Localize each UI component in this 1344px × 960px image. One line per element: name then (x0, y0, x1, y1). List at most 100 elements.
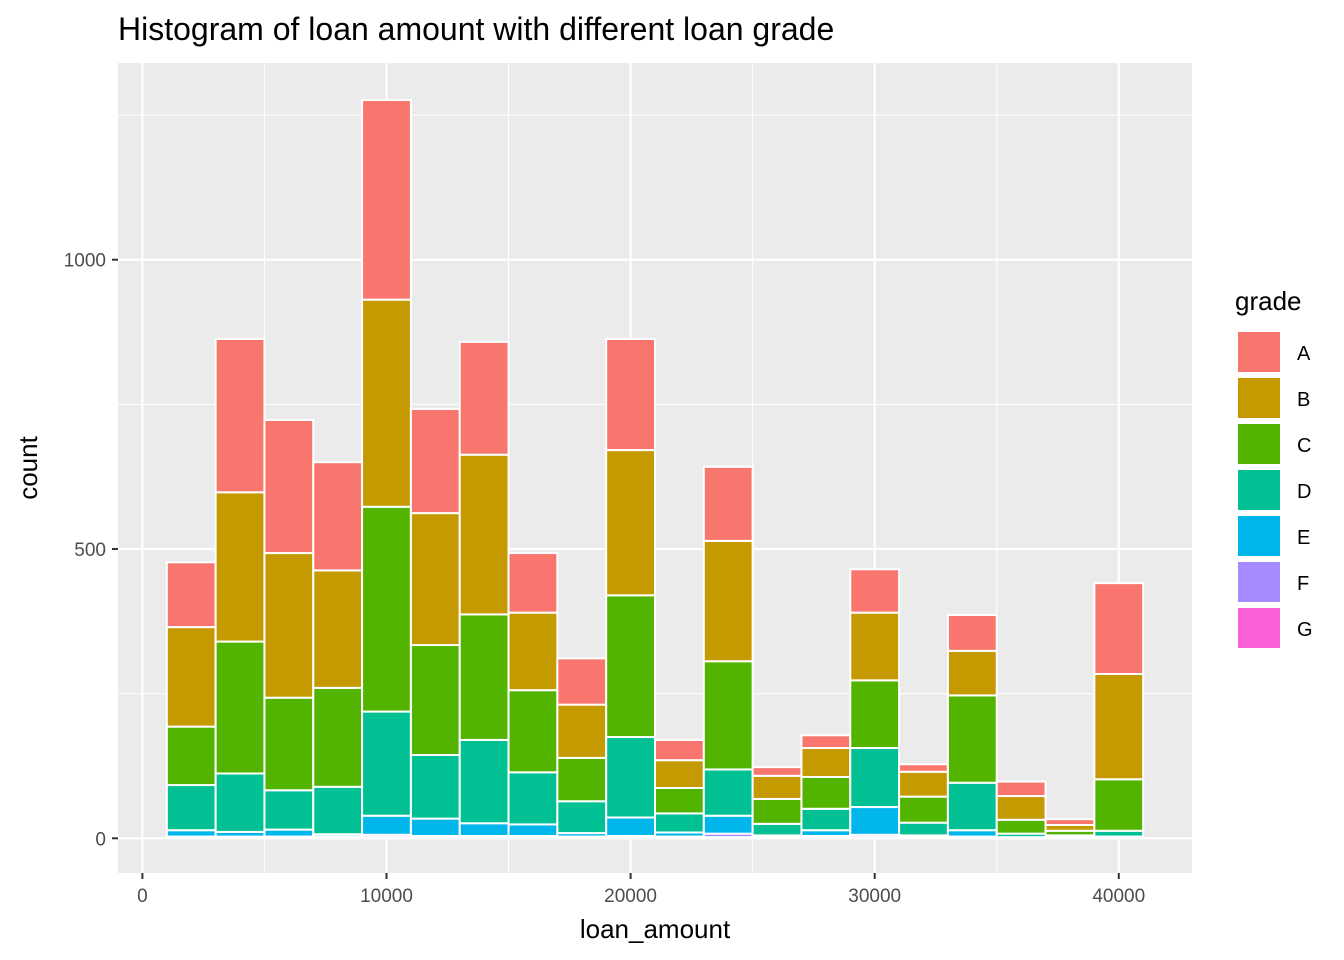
legend-key-a (1238, 332, 1280, 372)
bar-segment-e-bin-4 (361, 814, 412, 836)
bar-segment-d-bin-13 (800, 807, 852, 832)
bar-segment-d-bin-6 (458, 738, 510, 825)
bar-segment-c-bin-17 (995, 818, 1047, 835)
legend-key-f (1238, 562, 1280, 602)
bar-segment-c-bin-15 (898, 795, 949, 824)
y-axis-title: count (13, 435, 43, 499)
y-axis-ticks: 0 500 1000 (64, 251, 118, 850)
bar-segment-a-bin-6 (458, 340, 510, 456)
bar-segment-b-bin-3 (312, 569, 364, 689)
bar-segment-b-bin-4 (361, 298, 412, 508)
bar-segment-c-bin-8 (556, 756, 608, 803)
bar-segment-a-bin-12 (751, 766, 803, 777)
chart-title: Histogram of loan amount with different … (118, 11, 834, 47)
bar-segment-d-bin-14 (849, 747, 901, 809)
bar-segment-b-bin-12 (751, 774, 803, 800)
bar-segment-a-bin-14 (849, 568, 901, 614)
x-axis-ticks: 0 10000 20000 30000 40000 (137, 873, 1145, 907)
bar-segment-e-bin-14 (849, 806, 901, 836)
y-tick-label: 500 (74, 540, 106, 561)
x-axis-title: loan_amount (580, 914, 731, 944)
bar-segment-d-bin-11 (702, 768, 754, 817)
bar-segment-d-bin-3 (312, 785, 364, 836)
x-tick-label: 30000 (848, 886, 901, 907)
bar-segment-e-bin-5 (409, 817, 461, 837)
bar-segment-a-bin-4 (361, 99, 412, 301)
bar-segment-a-bin-17 (995, 780, 1047, 798)
bar-segment-a-bin-15 (898, 763, 949, 773)
legend: grade A B C D E F G (1235, 286, 1313, 648)
bar-segment-d-bin-9 (605, 736, 657, 819)
legend-label-g: G (1297, 619, 1313, 641)
bar-segment-d-bin-7 (507, 771, 559, 826)
bar-segment-a-bin-0 (165, 561, 217, 629)
bar-segment-b-bin-0 (165, 626, 217, 728)
bar-segment-b-bin-15 (898, 770, 949, 798)
bar-segment-c-bin-5 (409, 644, 461, 756)
legend-title: grade (1235, 286, 1302, 316)
bar-segment-d-bin-5 (409, 753, 461, 820)
x-tick-label: 20000 (604, 886, 657, 907)
bar-segment-d-bin-12 (751, 822, 803, 837)
bar-segment-c-bin-3 (312, 686, 364, 788)
bar-segment-b-bin-10 (654, 759, 705, 789)
bar-segment-c-bin-16 (946, 694, 998, 784)
legend-key-b (1238, 378, 1280, 418)
legend-label-c: C (1297, 435, 1311, 457)
bar-segment-a-bin-1 (214, 337, 266, 494)
bar-segment-b-bin-14 (849, 611, 901, 682)
bar-segment-c-bin-1 (214, 640, 266, 775)
bar-segment-b-bin-13 (800, 747, 852, 778)
bar-segment-a-bin-5 (409, 407, 461, 515)
bar-segment-b-bin-5 (409, 512, 461, 647)
legend-key-g (1238, 608, 1280, 648)
bar-segment-c-bin-4 (361, 505, 412, 713)
bar-segment-d-bin-4 (361, 710, 412, 817)
bar-segment-a-bin-10 (654, 738, 705, 762)
x-tick-label: 10000 (360, 886, 413, 907)
bar-segment-d-bin-10 (654, 812, 705, 834)
bar-segment-c-bin-6 (458, 613, 510, 741)
bar-segment-b-bin-8 (556, 703, 608, 759)
bar-segment-b-bin-9 (605, 449, 657, 597)
bar-segment-d-bin-1 (214, 772, 266, 833)
bar-segment-c-bin-7 (507, 689, 559, 774)
bar-segment-c-bin-19 (1093, 778, 1145, 832)
bar-segment-c-bin-0 (165, 725, 217, 787)
bar-segment-b-bin-7 (507, 611, 559, 692)
bar-segment-c-bin-11 (702, 660, 754, 771)
bar-segment-e-bin-6 (458, 822, 510, 837)
bar-segment-a-bin-2 (263, 418, 315, 555)
bar-segment-b-bin-17 (995, 795, 1047, 821)
y-tick-label: 1000 (64, 251, 106, 272)
bar-segment-a-bin-16 (946, 613, 998, 652)
bar-segment-b-bin-11 (702, 539, 754, 663)
x-tick-label: 40000 (1092, 886, 1145, 907)
bar-segment-a-bin-3 (312, 461, 364, 572)
bar-segment-c-bin-12 (751, 797, 803, 825)
bar-segment-c-bin-10 (654, 786, 705, 815)
legend-key-c (1238, 424, 1280, 464)
bar-segment-e-bin-11 (702, 814, 754, 835)
bar-segment-b-bin-16 (946, 649, 998, 697)
bar-segment-d-bin-0 (165, 784, 217, 832)
bar-segment-a-bin-19 (1093, 582, 1145, 675)
bar-segment-d-bin-16 (946, 781, 998, 832)
bar-segment-e-bin-7 (507, 823, 559, 837)
bar-segment-d-bin-2 (263, 789, 315, 831)
y-tick-label: 0 (95, 829, 106, 850)
legend-items: A B C D E F G (1238, 332, 1313, 648)
legend-label-e: E (1297, 527, 1310, 549)
bar-segment-b-bin-6 (458, 453, 510, 616)
bar-segment-c-bin-13 (800, 775, 852, 810)
legend-label-b: B (1297, 389, 1310, 411)
legend-key-d (1238, 470, 1280, 510)
bar-segment-b-bin-19 (1093, 672, 1145, 781)
x-tick-label: 0 (137, 886, 148, 907)
bar-segment-a-bin-11 (702, 465, 754, 542)
bar-segment-e-bin-9 (605, 816, 657, 837)
bar-segment-a-bin-18 (1044, 818, 1096, 826)
bar-segment-d-bin-15 (898, 821, 949, 837)
bar-segment-a-bin-13 (800, 734, 852, 750)
